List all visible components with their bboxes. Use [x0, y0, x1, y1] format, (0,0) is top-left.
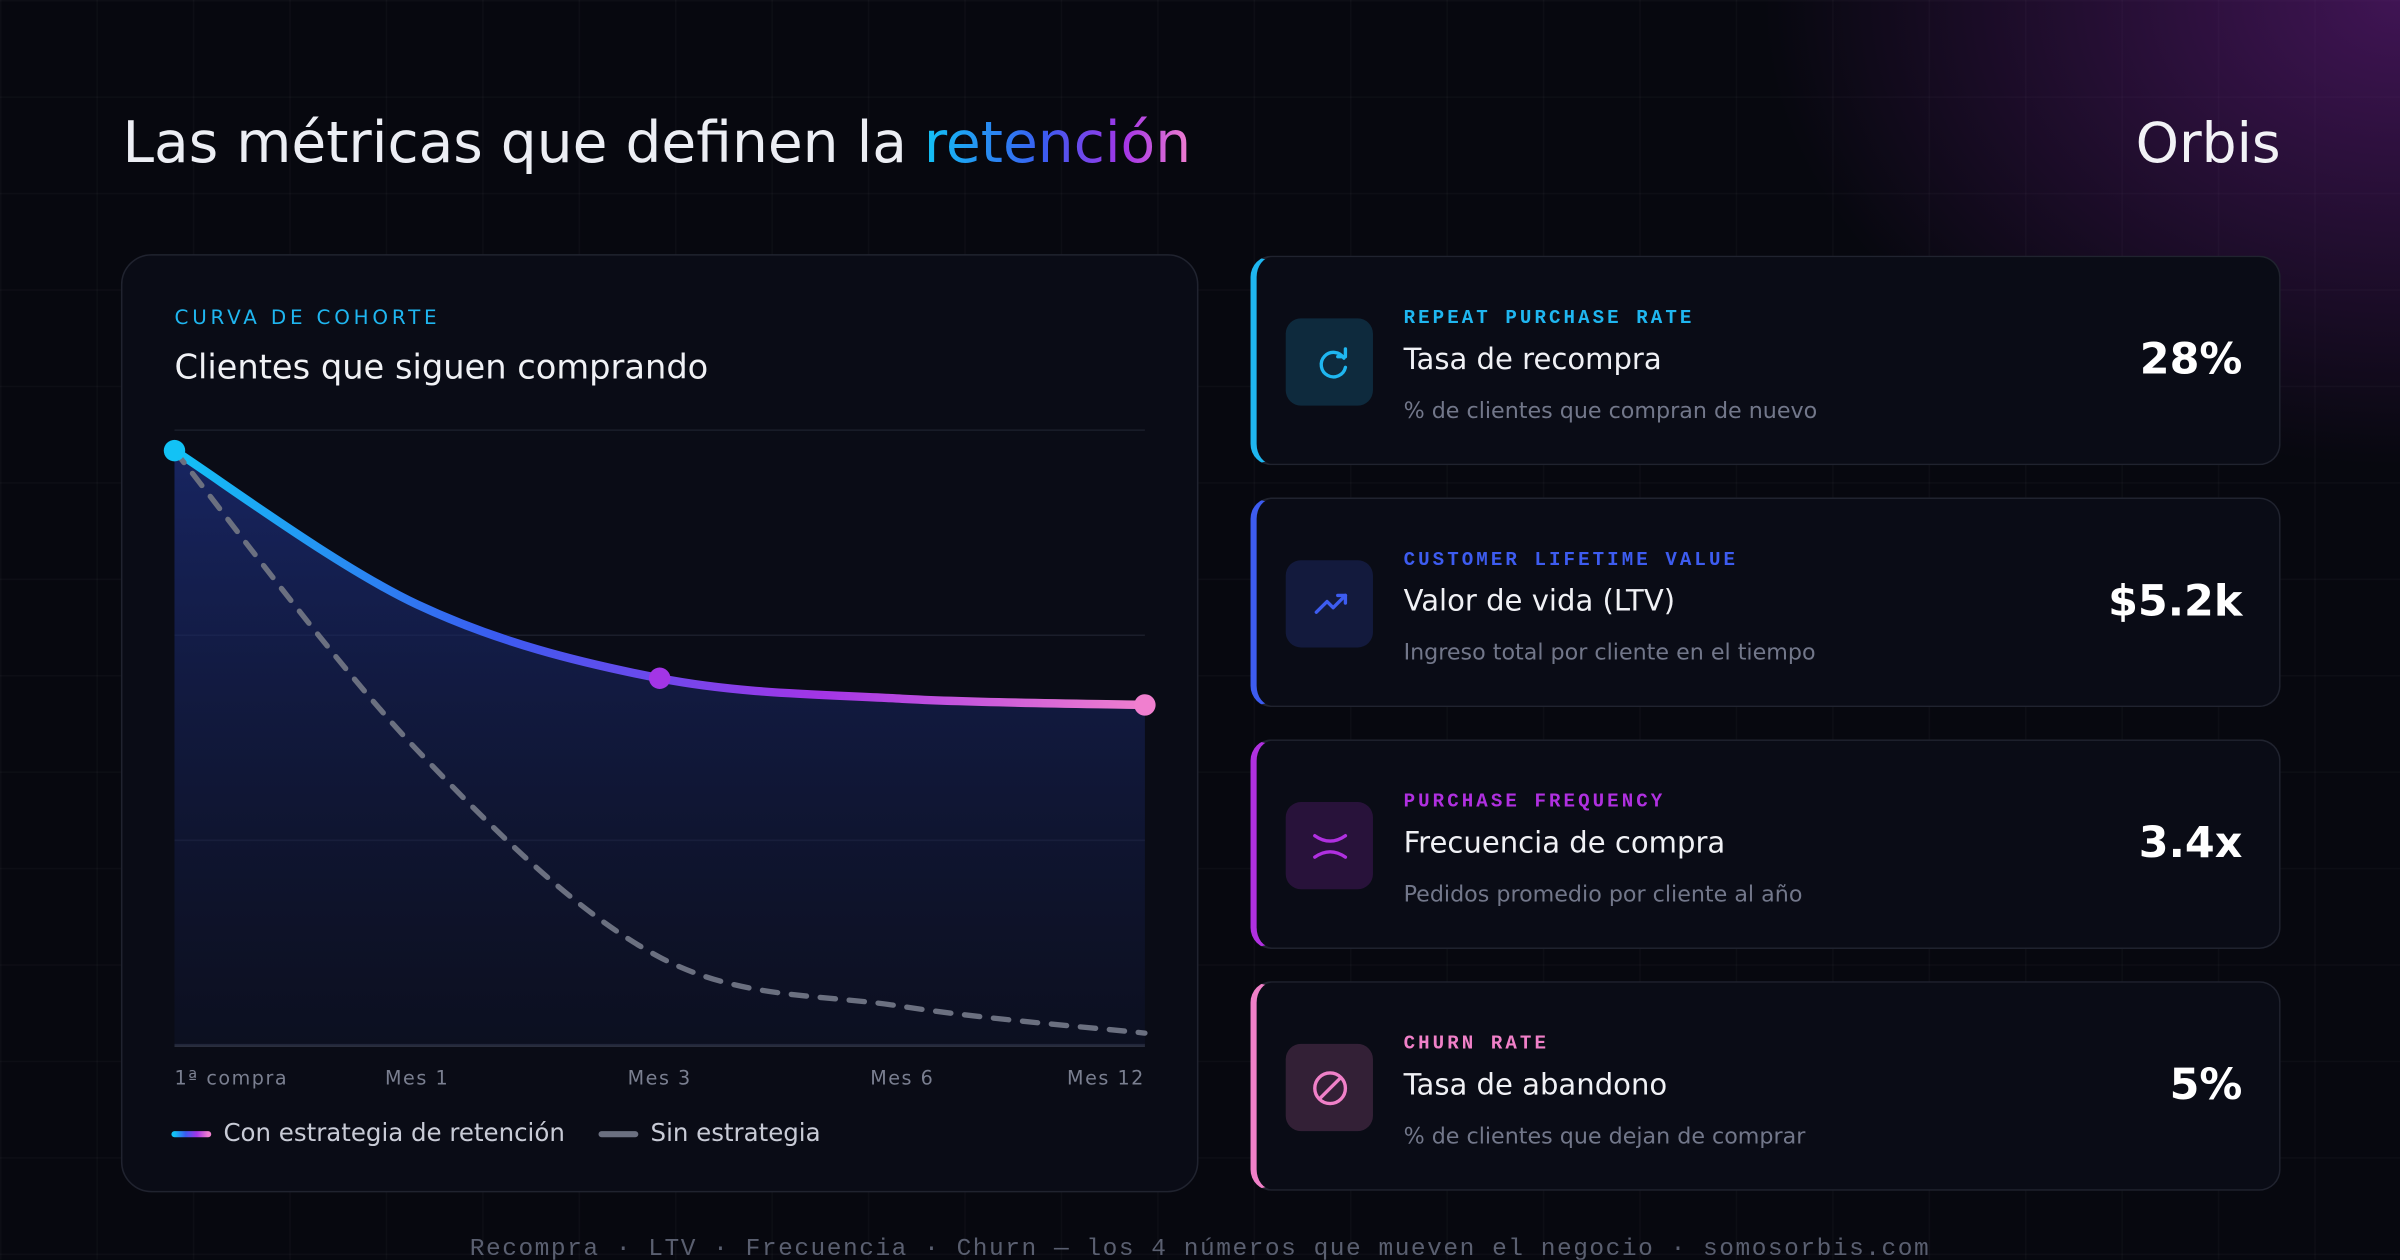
page-title: Las métricas que definen la retención [122, 110, 1191, 176]
kpi-description: % de clientes que compran de nuevo [1403, 399, 1818, 424]
kpi-title: Valor de vida (LTV) [1403, 584, 1676, 619]
kpi-kicker: CHURN RATE [1403, 1033, 1550, 1055]
point [163, 439, 186, 462]
area [174, 450, 1145, 1046]
kpi-icon [1285, 318, 1373, 406]
kpi-card: PURCHASE FREQUENCY Frecuencia de compra Pe… [1250, 739, 2281, 949]
icon-glyph [1312, 1070, 1347, 1105]
legend-label: Con estrategia de retención [223, 1118, 564, 1147]
kpi-value: $5.2k [2108, 575, 2243, 627]
icon-glyph [1318, 346, 1347, 378]
kpi-card: CHURN RATE Tasa de abandono % de clientes … [1250, 981, 2281, 1191]
kpi-value: 3.4x [2138, 817, 2243, 868]
x-tick-label: Mes 12 [1067, 1067, 1145, 1090]
chart-title: Clientes que siguen comprando [174, 347, 708, 386]
kpi-description: % de clientes que dejan de comprar [1403, 1124, 1806, 1150]
kpi-kicker: CUSTOMER LIFETIME VALUE [1403, 549, 1739, 571]
kpi-card: REPEAT PURCHASE RATE Tasa de recompra % de… [1250, 255, 2281, 466]
kpi-value: 28% [2139, 333, 2243, 385]
footer: Recompra · LTV · Frecuencia · Churn — lo… [469, 1235, 1931, 1260]
kpi-card: CUSTOMER LIFETIME VALUE Valor de vida (LT… [1250, 497, 2281, 708]
kpi-title: Frecuencia de compra [1403, 826, 1726, 861]
brand: Orbis [2135, 113, 2281, 177]
kpi-icon [1285, 560, 1373, 648]
x-tick-label: Mes 1 [385, 1067, 449, 1090]
point [1134, 694, 1156, 716]
dashed-line [171, 447, 1148, 1036]
x-tick-label: Mes 6 [870, 1067, 934, 1090]
kpi-description: Pedidos promedio por cliente al año [1403, 883, 1803, 908]
kpi-title: Tasa de abandono [1403, 1068, 1668, 1103]
icon-glyph [1313, 592, 1347, 614]
kpi-title: Tasa de recompra [1403, 342, 1662, 377]
title-text: Las métricas que definen la [122, 110, 908, 177]
kpi-kicker: REPEAT PURCHASE RATE [1403, 307, 1695, 330]
point [648, 667, 671, 689]
x-tick-label: 1ª compra [174, 1067, 288, 1090]
title-highlight: retención [923, 110, 1192, 177]
kpi-value: 5% [2169, 1059, 2243, 1110]
icon-glyph [1312, 833, 1347, 859]
x-tick-label: Mes 3 [628, 1067, 692, 1090]
kpi-icon [1285, 802, 1373, 890]
kpi-description: Ingreso total por cliente en el tiempo [1403, 641, 1816, 666]
kpi-kicker: PURCHASE FREQUENCY [1403, 791, 1666, 813]
kpi-icon [1285, 1043, 1373, 1132]
chart-kicker: CURVA DE COHORTE [174, 306, 440, 329]
legend-label: Sin estrategia [651, 1118, 821, 1147]
